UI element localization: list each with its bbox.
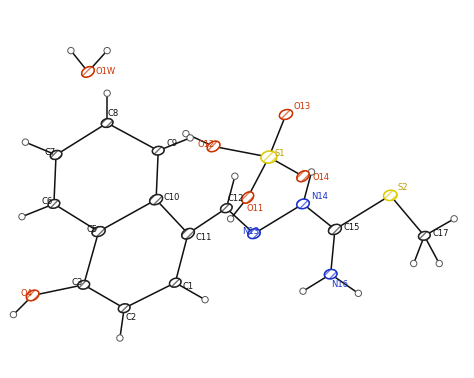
Ellipse shape [48, 200, 60, 208]
Ellipse shape [419, 231, 430, 240]
Text: C8: C8 [108, 109, 119, 118]
Text: S2: S2 [398, 183, 409, 192]
Text: C17: C17 [433, 229, 449, 238]
Text: C6: C6 [42, 197, 53, 206]
Text: N13: N13 [242, 227, 259, 236]
Text: O4: O4 [21, 289, 33, 298]
Ellipse shape [78, 280, 90, 289]
Ellipse shape [207, 141, 220, 152]
Text: C3: C3 [72, 278, 83, 287]
Text: C5: C5 [87, 225, 98, 234]
Ellipse shape [118, 304, 130, 313]
Circle shape [104, 47, 110, 54]
Circle shape [182, 130, 189, 137]
Circle shape [22, 139, 28, 146]
Text: C2: C2 [125, 313, 136, 322]
Text: C11: C11 [196, 234, 212, 242]
Text: S1: S1 [274, 149, 284, 158]
Ellipse shape [297, 199, 309, 209]
Circle shape [10, 311, 17, 318]
Circle shape [228, 215, 234, 222]
Ellipse shape [92, 226, 105, 237]
Ellipse shape [101, 119, 113, 127]
Text: O13: O13 [293, 102, 311, 112]
Ellipse shape [150, 195, 163, 205]
Ellipse shape [297, 171, 309, 182]
Ellipse shape [152, 146, 164, 155]
Ellipse shape [328, 224, 341, 235]
Text: N14: N14 [310, 192, 328, 201]
Ellipse shape [26, 290, 39, 301]
Ellipse shape [50, 150, 62, 160]
Ellipse shape [220, 204, 232, 213]
Ellipse shape [182, 228, 194, 239]
Circle shape [300, 288, 306, 294]
Text: C15: C15 [344, 223, 360, 232]
Text: O1W: O1W [96, 67, 116, 76]
Circle shape [410, 260, 417, 267]
Text: O14: O14 [312, 173, 329, 181]
Circle shape [19, 214, 25, 220]
Text: C7: C7 [44, 148, 55, 157]
Circle shape [436, 260, 442, 267]
Circle shape [117, 335, 123, 341]
Circle shape [202, 296, 208, 303]
Text: C9: C9 [167, 138, 178, 147]
Text: N16: N16 [331, 280, 348, 289]
Text: C10: C10 [164, 193, 180, 202]
Ellipse shape [383, 190, 397, 201]
Circle shape [355, 290, 362, 296]
Circle shape [187, 135, 193, 141]
Ellipse shape [248, 229, 260, 239]
Circle shape [104, 90, 110, 96]
Circle shape [232, 173, 238, 180]
Text: C1: C1 [183, 282, 194, 291]
Text: C12: C12 [227, 194, 244, 203]
Ellipse shape [82, 67, 94, 77]
Ellipse shape [324, 270, 337, 279]
Text: O11: O11 [247, 204, 264, 213]
Circle shape [451, 215, 457, 222]
Ellipse shape [242, 192, 254, 203]
Circle shape [308, 169, 315, 175]
Circle shape [68, 47, 74, 54]
Ellipse shape [170, 278, 181, 287]
Ellipse shape [279, 110, 292, 119]
Text: O12: O12 [197, 140, 215, 149]
Ellipse shape [261, 151, 277, 163]
